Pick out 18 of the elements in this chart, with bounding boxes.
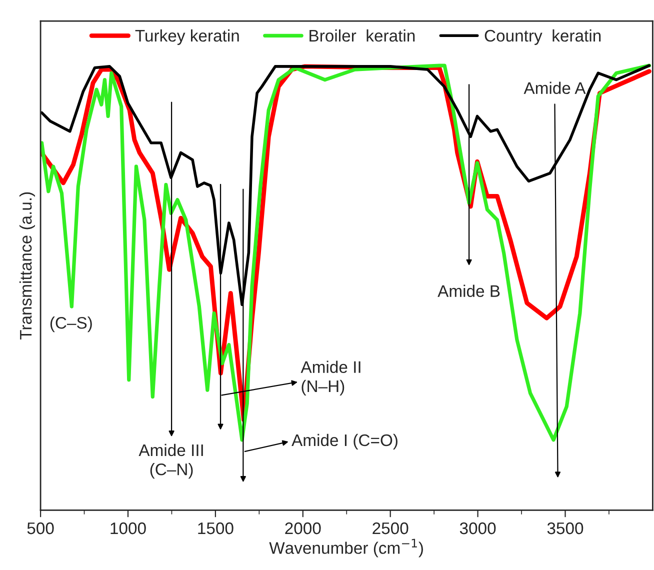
x-tick-label: 3500 <box>547 522 584 534</box>
annotation: Amide A <box>524 82 586 94</box>
x-tick-label: 1000 <box>110 522 146 534</box>
annotation: Amide III (C–N) <box>138 444 203 479</box>
legend-label: Country keratin <box>484 29 601 45</box>
annotation: (C–S) <box>50 316 92 332</box>
legend-label: Broiler keratin <box>310 29 415 42</box>
x-tick-label: 1500 <box>198 522 234 534</box>
annotation: Amide II (N–H) <box>300 360 360 396</box>
legend-label: Turkey keratin <box>135 29 239 45</box>
annotation: Amide I (C=O) <box>292 434 398 450</box>
annotation: Amide B <box>438 284 500 297</box>
x-tick-label: 3000 <box>460 522 496 534</box>
y-axis-title: Transmittance (a.u.) <box>19 192 35 340</box>
x-axis-title: Wavenumber (cm$^{−1}$) <box>269 538 423 558</box>
x-tick-label: 2000 <box>285 522 321 534</box>
x-tick-label: 2500 <box>372 522 408 534</box>
x-tick-label: 500 <box>27 522 54 534</box>
